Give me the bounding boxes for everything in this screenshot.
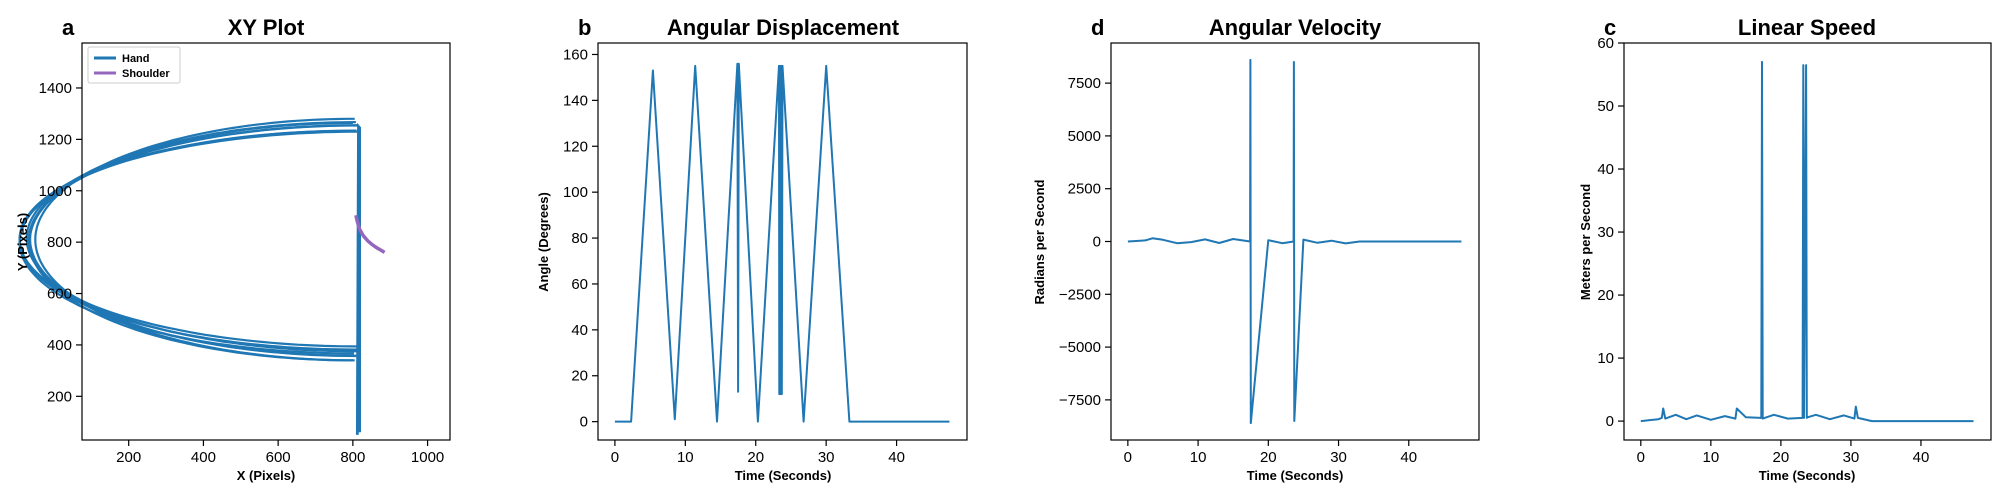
legend-label-shoulder: Shoulder (122, 68, 170, 80)
x-tick-label: 10 (677, 449, 694, 466)
y-tick-label: 60 (571, 276, 588, 293)
series-line-1 (354, 214, 386, 254)
y-tick-label: 80 (571, 230, 588, 247)
y-tick-label: −7500 (1059, 392, 1101, 409)
y-tick-label: 10 (1597, 350, 1614, 367)
y-tick-label: 800 (47, 234, 72, 251)
chart-title: Angular Velocity (1209, 15, 1382, 40)
series-hand-arc (25, 124, 359, 353)
y-tick-label: 2500 (1068, 181, 1101, 198)
panel-angular-displacement: b Angular Displacement 0 10 20 30 40 0 20 40 60 8… (536, 15, 968, 483)
plot-area: 0 10 20 30 40 −7500 −5000 −2500 0 2500 5000 7500 (1059, 42, 1480, 466)
x-axis-label: Time (Seconds) (1247, 468, 1344, 483)
y-tick-label: 0 (580, 414, 588, 431)
chart-title: Linear Speed (1738, 15, 1876, 40)
series-line-0 (614, 62, 950, 423)
panel-letter-a: a (62, 15, 75, 40)
y-tick-label: 20 (1597, 287, 1614, 304)
y-tick-label: 400 (47, 337, 72, 354)
x-tick-label: 20 (747, 449, 764, 466)
y-tick-label: 1400 (39, 80, 72, 97)
x-tick-label: 0 (1124, 449, 1132, 466)
legend: Hand Shoulder (87, 46, 181, 84)
x-axis-label: Time (Seconds) (1759, 468, 1856, 483)
legend-label-hand: Hand (122, 53, 150, 65)
series-line-0 (1127, 58, 1462, 425)
y-tick-label: 160 (563, 46, 588, 63)
y-tick-label: 5000 (1068, 128, 1101, 145)
x-tick-label: 20 (1773, 449, 1790, 466)
x-tick-label: 40 (888, 449, 905, 466)
series-line-0 (1640, 60, 1974, 423)
y-tick-label: 1200 (39, 131, 72, 148)
x-tick-label: 30 (818, 449, 835, 466)
x-tick-label: 30 (1330, 449, 1347, 466)
chart-title: Angular Displacement (667, 15, 900, 40)
plot-area: 0 10 20 30 40 0 20 40 60 80 100 120 140 160 (563, 42, 968, 466)
x-tick-label: 30 (1843, 449, 1860, 466)
x-tick-label: 600 (266, 449, 291, 466)
x-axis-label: Time (Seconds) (735, 468, 832, 483)
series-hand-arc (18, 130, 360, 348)
chart-title: XY Plot (228, 15, 305, 40)
x-tick-label: 40 (1913, 449, 1930, 466)
x-tick-label: 40 (1400, 449, 1417, 466)
series-hand-arc (27, 124, 358, 357)
y-axis-label: Meters per Second (1578, 184, 1593, 300)
panel-letter-c: c (1604, 15, 1616, 40)
y-tick-label: 40 (1597, 161, 1614, 178)
panel-linear-speed: c Linear Speed 0 10 20 30 40 0 10 20 30 40 50 60 Ti… (1578, 15, 1992, 483)
axes-frame (597, 42, 968, 441)
x-tick-label: 0 (1637, 449, 1645, 466)
y-tick-label: 50 (1597, 98, 1614, 115)
x-axis-label: X (Pixels) (237, 468, 296, 483)
y-tick-label: 0 (1093, 234, 1101, 251)
panel-angular-velocity: d Angular Velocity 0 10 20 30 40 −7500 −5000 −2… (1032, 15, 1480, 483)
panel-letter-d: d (1091, 15, 1104, 40)
axes-frame (81, 42, 451, 441)
y-tick-label: 20 (571, 368, 588, 385)
y-tick-label: 100 (563, 184, 588, 201)
y-tick-label: 30 (1597, 224, 1614, 241)
y-tick-label: 600 (47, 286, 72, 303)
x-tick-label: 0 (611, 449, 619, 466)
y-tick-label: 120 (563, 138, 588, 155)
x-tick-label: 10 (1703, 449, 1720, 466)
axes-frame (1623, 42, 1992, 441)
panel-xy-plot: a XY Plot 200 400 600 800 1000 200 400 600 800 10… (15, 15, 451, 483)
y-tick-label: 140 (563, 92, 588, 109)
y-tick-label: −2500 (1059, 286, 1101, 303)
x-tick-label: 800 (340, 449, 365, 466)
y-tick-label: 1000 (39, 183, 72, 200)
y-axis-label: Y (Pixels) (15, 213, 30, 271)
panel-letter-b: b (578, 15, 591, 40)
y-tick-label: 200 (47, 388, 72, 405)
plot-area: 200 400 600 800 1000 200 400 600 800 1000 1200 1400 (18, 42, 451, 466)
x-tick-label: 400 (191, 449, 216, 466)
x-tick-label: 200 (116, 449, 141, 466)
y-tick-label: −5000 (1059, 339, 1101, 356)
x-tick-label: 10 (1190, 449, 1207, 466)
y-tick-label: 0 (1606, 413, 1614, 430)
y-axis-label: Angle (Degrees) (536, 192, 551, 292)
y-tick-label: 40 (571, 322, 588, 339)
y-axis-label: Radians per Second (1032, 179, 1047, 304)
y-tick-label: 60 (1597, 35, 1614, 52)
series-hand-vertical (355, 122, 361, 435)
series-hand-arc (34, 117, 355, 362)
plot-area: 0 10 20 30 40 0 10 20 30 40 50 60 (1597, 35, 1992, 466)
y-tick-label: 7500 (1068, 75, 1101, 92)
x-tick-label: 1000 (411, 449, 444, 466)
series-hand-arc (28, 121, 356, 358)
x-tick-label: 20 (1260, 449, 1277, 466)
